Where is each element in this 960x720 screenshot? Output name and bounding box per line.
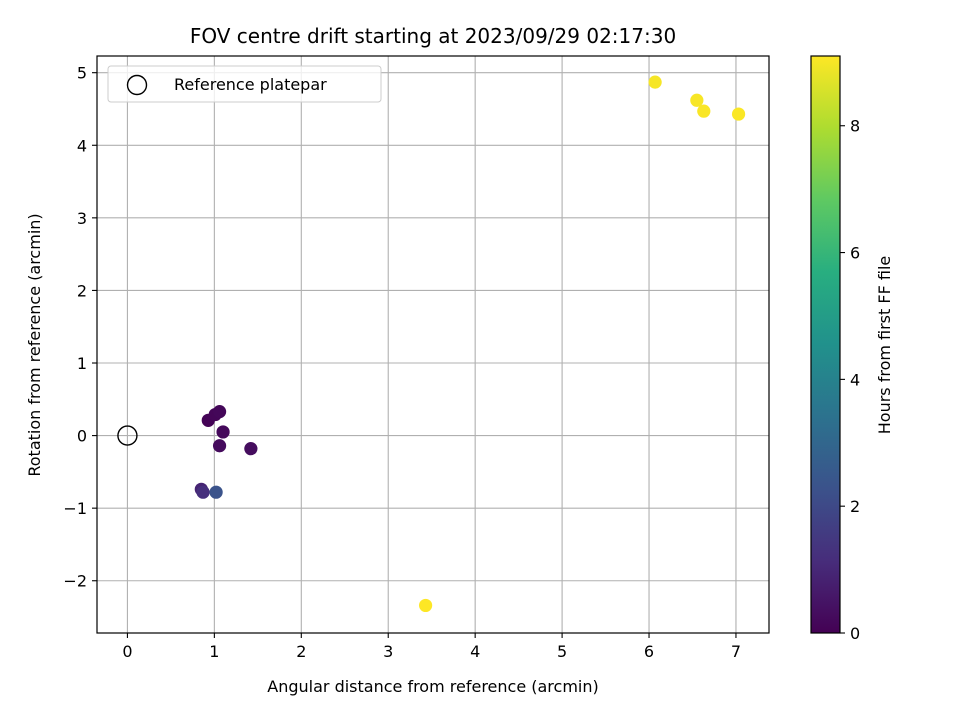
x-tick-label: 4 xyxy=(470,642,480,661)
colorbar-tick-label: 4 xyxy=(850,370,860,389)
x-tick-label: 7 xyxy=(731,642,741,661)
plot-background xyxy=(97,56,769,633)
data-points xyxy=(117,75,746,613)
colorbar-gradient xyxy=(810,55,841,634)
colorbar: 0 2 4 6 8 Hours from first FF file xyxy=(810,55,894,643)
reference-platepar-marker xyxy=(117,425,138,446)
legend-box xyxy=(107,65,382,103)
data-point xyxy=(212,405,227,419)
x-tick-label: 6 xyxy=(644,642,654,661)
data-point xyxy=(216,425,230,439)
x-axis-ticks: 0 1 2 3 4 5 6 7 xyxy=(122,633,741,661)
data-point xyxy=(648,75,662,89)
colorbar-tick-label: 8 xyxy=(850,117,860,136)
data-point xyxy=(209,485,223,499)
y-tick-label: −2 xyxy=(63,572,87,591)
y-tick-label: 0 xyxy=(77,427,87,446)
x-axis-label: Angular distance from reference (arcmin) xyxy=(267,677,598,696)
plot-frame xyxy=(96,55,770,634)
data-point xyxy=(731,107,746,121)
y-tick-label: 5 xyxy=(77,64,87,83)
data-point xyxy=(244,442,258,456)
x-tick-label: 3 xyxy=(383,642,393,661)
y-axis-label: Rotation from reference (arcmin) xyxy=(25,213,44,476)
x-tick-label: 5 xyxy=(557,642,567,661)
y-tick-label: 3 xyxy=(77,209,87,228)
y-tick-label: 1 xyxy=(77,354,87,373)
chart-title: FOV centre drift starting at 2023/09/29 … xyxy=(190,24,676,48)
data-point xyxy=(697,104,711,118)
colorbar-tick-label: 0 xyxy=(850,624,860,643)
legend-entry-reference: Reference platepar xyxy=(174,75,327,94)
colorbar-tick-label: 6 xyxy=(850,244,860,263)
x-tick-label: 1 xyxy=(209,642,219,661)
x-tick-label: 0 xyxy=(122,642,132,661)
x-tick-label: 2 xyxy=(296,642,306,661)
data-point xyxy=(196,485,210,499)
y-axis-ticks: −2 −1 0 1 2 3 4 5 xyxy=(63,64,97,591)
y-tick-label: 2 xyxy=(77,281,87,300)
colorbar-tick-label: 2 xyxy=(850,497,860,516)
colorbar-label: Hours from first FF file xyxy=(875,256,894,435)
colorbar-ticks: 0 2 4 6 8 xyxy=(840,117,860,643)
data-point xyxy=(212,439,227,453)
legend-marker-reference xyxy=(126,74,148,96)
y-tick-label: −1 xyxy=(63,499,87,518)
y-tick-label: 4 xyxy=(77,136,87,155)
data-point xyxy=(690,93,704,107)
legend: Reference platepar xyxy=(107,65,382,103)
grid xyxy=(97,56,769,633)
data-point xyxy=(419,598,433,613)
